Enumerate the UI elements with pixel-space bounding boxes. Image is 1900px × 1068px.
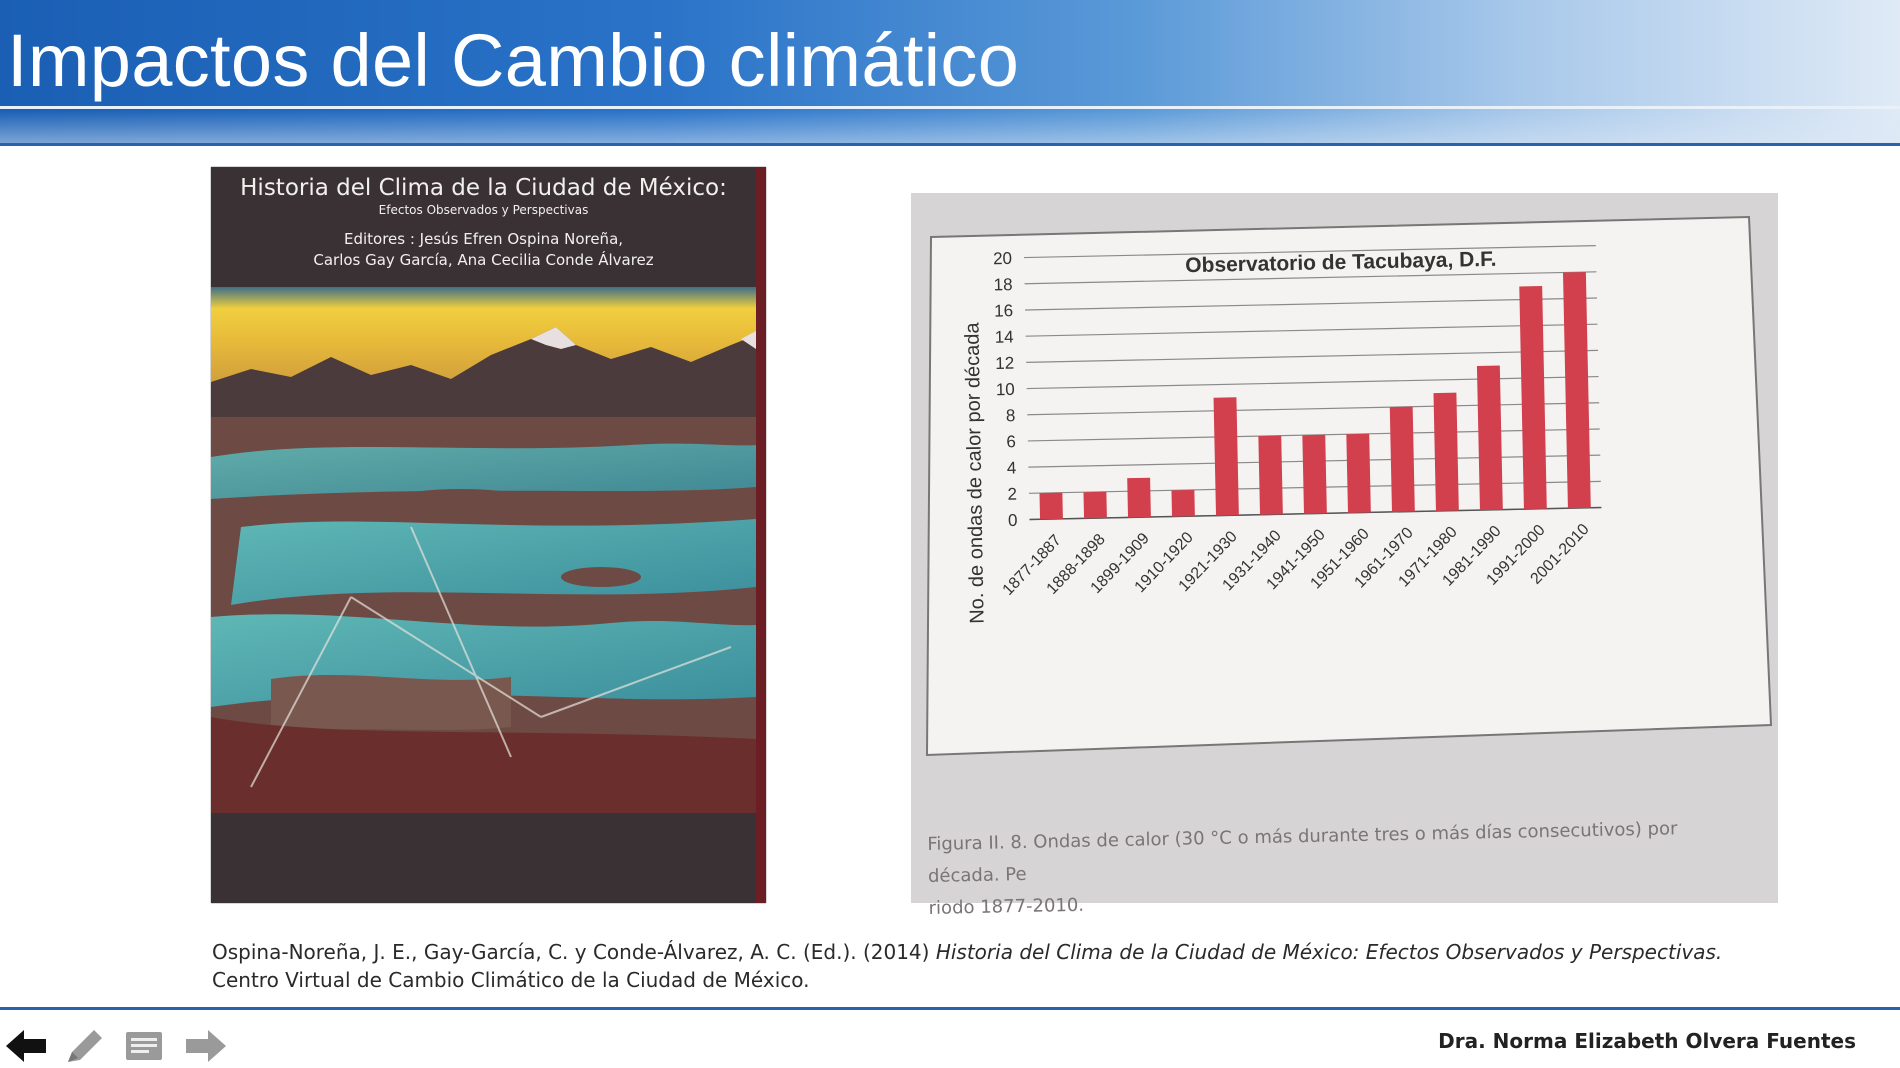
slide-title: Impactos del Cambio climático: [7, 19, 1020, 102]
chart-y-tick-label: 12: [995, 354, 1014, 373]
caption-line1: Figura II. 8. Ondas de calor (30 °C o má…: [927, 818, 1678, 887]
chart-gridline: [1027, 402, 1600, 416]
heat-wave-bar-chart: Observatorio de Tacubaya, D.F. No. de on…: [925, 215, 1773, 757]
chart-bar: [1562, 272, 1591, 509]
chart-y-tick-label: 10: [996, 380, 1015, 399]
chart-bar: [1127, 477, 1151, 518]
book-editors-line2: Carlos Gay García, Ana Cecilia Conde Álv…: [313, 251, 654, 269]
chart-bar: [1346, 433, 1371, 513]
chart-y-tick-label: 8: [1006, 406, 1016, 425]
chart-y-tick-label: 20: [993, 249, 1012, 268]
chart-gridline: [1024, 271, 1597, 285]
book-cover-text: Historia del Clima de la Ciudad de Méxic…: [211, 167, 756, 271]
caption-line2: riodo 1877-2010.: [928, 894, 1085, 919]
book-title: Historia del Clima de la Ciudad de Méxic…: [240, 175, 727, 201]
chart-bar: [1039, 492, 1063, 520]
slide-header: Impactos del Cambio climático: [0, 0, 1900, 146]
book-subtitle: Efectos Observados y Perspectivas: [378, 203, 589, 217]
chart-y-axis-label: No. de ondas de calor por década: [961, 321, 988, 624]
chart-y-tick-label: 4: [1007, 458, 1017, 477]
chart-bar: [1258, 435, 1283, 515]
arrow-left-icon[interactable]: [2, 1024, 52, 1068]
chart-bar: [1476, 365, 1503, 511]
chart-gridline: [1026, 349, 1599, 363]
valley-landscape-illustration: [211, 287, 756, 813]
book-editors-line1: Editores : Jesús Efren Ospina Noreña,: [343, 230, 624, 248]
chart-photo: Observatorio de Tacubaya, D.F. No. de on…: [911, 193, 1778, 919]
chart-bar: [1389, 406, 1415, 512]
chart-bar: [1302, 434, 1327, 514]
footer-divider: [0, 1007, 1900, 1010]
reference-authors: Ospina-Noreña, J. E., Gay-García, C. y C…: [212, 940, 930, 964]
chart-y-tick-label: 2: [1007, 485, 1017, 504]
reference-publisher: Centro Virtual de Cambio Climático de la…: [212, 968, 810, 992]
chart-y-tick-label: 0: [1008, 511, 1018, 530]
chart-gridline: [1023, 245, 1596, 259]
arrow-right-icon[interactable]: [180, 1024, 230, 1068]
book-editors: Editores : Jesús Efren Ospina Noreña, Ca…: [211, 229, 756, 271]
chart-gridline: [1027, 428, 1600, 442]
chart-gridline: [1025, 323, 1598, 337]
chart-bar: [1171, 489, 1195, 517]
reference-citation: Ospina-Noreña, J. E., Gay-García, C. y C…: [212, 938, 1772, 994]
chart-y-tick-label: 16: [994, 301, 1013, 320]
chart-y-tick-label: 18: [993, 275, 1012, 294]
chart-y-tick-label: 14: [995, 327, 1014, 346]
book-spine: [756, 167, 766, 903]
pen-icon[interactable]: [60, 1024, 110, 1068]
chart-gridline: [1025, 297, 1597, 311]
figure-caption: Figura II. 8. Ondas de calor (30 °C o má…: [927, 812, 1749, 925]
chart-gridline: [1026, 375, 1599, 390]
header-bottom-line: [0, 143, 1900, 146]
chart-bar: [1213, 397, 1239, 516]
chart-bar: [1433, 392, 1459, 512]
author-name: Dra. Norma Elizabeth Olvera Fuentes: [1438, 1029, 1856, 1053]
reference-work-title: Historia del Clima de la Ciudad de Méxic…: [935, 940, 1723, 964]
book-cover-image: Historia del Clima de la Ciudad de Méxic…: [211, 167, 766, 903]
chart-bar: [1519, 286, 1547, 510]
chart-bar: [1083, 491, 1107, 519]
chart-y-tick-label: 6: [1006, 432, 1016, 451]
notes-icon[interactable]: [120, 1024, 170, 1068]
header-divider: [0, 106, 1900, 109]
